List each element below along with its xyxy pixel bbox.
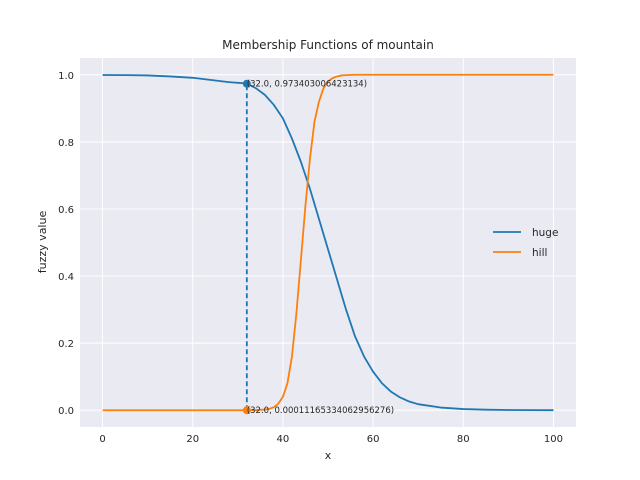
x-tick-label: 40 bbox=[277, 434, 290, 445]
x-tick-label: 80 bbox=[457, 434, 470, 445]
x-tick-label: 0 bbox=[99, 434, 105, 445]
y-tick-label: 0.2 bbox=[58, 339, 74, 350]
tick-labels: 0 20 40 60 80 100 0.0 0.2 0.4 0.6 0.8 1.0 bbox=[58, 71, 563, 445]
y-tick-label: 0.4 bbox=[58, 272, 74, 283]
x-axis-label: x bbox=[325, 449, 332, 462]
y-tick-label: 0.8 bbox=[58, 138, 74, 149]
plot-background bbox=[80, 58, 576, 427]
annotation-layer: (32.0, 0.973403006423134) (32.0, 0.000111… bbox=[242, 79, 394, 416]
series-line-hill bbox=[102, 73, 554, 412]
legend-label-hill: hill bbox=[532, 247, 547, 259]
y-tick-label: 0.6 bbox=[58, 205, 74, 216]
chart-title: Membership Functions of mountain bbox=[222, 38, 434, 52]
marker-point bbox=[242, 406, 251, 415]
y-axis-label: fuzzy value bbox=[36, 211, 49, 274]
marker-point bbox=[242, 79, 251, 88]
legend: huge hill bbox=[493, 227, 558, 259]
point-annotation: (32.0, 0.973403006423134) bbox=[247, 80, 367, 90]
x-tick-label: 20 bbox=[186, 434, 199, 445]
series-layer bbox=[102, 73, 554, 412]
legend-label-huge: huge bbox=[532, 227, 558, 239]
y-tick-label: 1.0 bbox=[58, 71, 74, 82]
point-annotation: (32.0, 0.00011165334062956276) bbox=[247, 406, 394, 416]
x-tick-label: 100 bbox=[544, 434, 563, 445]
series-line-huge bbox=[102, 74, 554, 412]
y-tick-label: 0.0 bbox=[58, 406, 74, 417]
x-tick-label: 60 bbox=[367, 434, 380, 445]
